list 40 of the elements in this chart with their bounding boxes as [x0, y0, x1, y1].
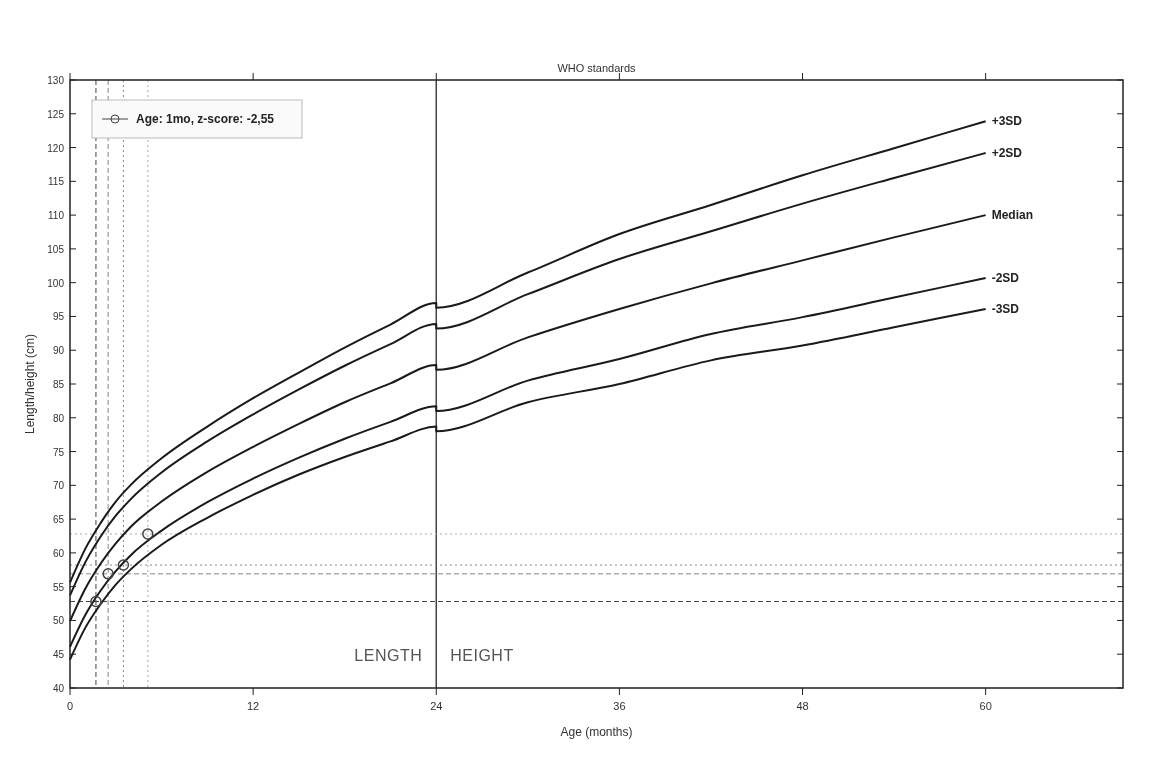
- point: [90, 595, 102, 608]
- y-tick-label: 80: [52, 412, 65, 424]
- y-tick-label: 85: [52, 379, 65, 390]
- y-tick-label: 125: [47, 108, 65, 120]
- y-tick-label: 95: [52, 311, 65, 323]
- x-tick-label: 60: [979, 700, 992, 712]
- y-tick-label: 55: [52, 581, 65, 593]
- series-label: -3SD: [991, 302, 1020, 317]
- y-tick-label: 115: [48, 176, 65, 188]
- series-label: +2SD: [991, 145, 1023, 160]
- annotation: HEIGHT: [450, 646, 514, 664]
- y-tick-label: 130: [47, 75, 65, 86]
- y-tick-label: 45: [52, 649, 65, 661]
- x-tick-label: 36: [613, 700, 626, 712]
- series-label: Median: [991, 208, 1033, 223]
- y-tick-label: 50: [52, 615, 65, 627]
- y-tick-label: 40: [52, 683, 65, 694]
- y-tick-label: 70: [52, 480, 65, 492]
- annotation: LENGTH: [354, 646, 423, 664]
- point: [117, 559, 130, 571]
- y-tick-label: 120: [47, 142, 65, 154]
- legend-label: Age: 1mo, z-score: -2,55: [136, 112, 275, 126]
- y-tick-label: 105: [47, 243, 65, 255]
- x-tick-label: 12: [247, 700, 260, 712]
- series-label: -2SD: [991, 270, 1020, 285]
- x-tick-label: 48: [796, 700, 809, 712]
- chart-title: WHO standards: [557, 62, 637, 74]
- y-tick-label: 90: [52, 345, 65, 357]
- x-tick-label: 24: [430, 700, 443, 712]
- x-axis-title: Age (months): [560, 725, 633, 739]
- y-tick-label: 100: [47, 277, 65, 289]
- y-tick-label: 75: [52, 446, 65, 458]
- point: [102, 568, 114, 580]
- y-axis-title: Length/height (cm): [23, 333, 37, 435]
- y-tick-label: 60: [52, 547, 65, 559]
- x-tick-label: 0: [66, 700, 74, 712]
- point: [142, 528, 154, 540]
- series-label: +3SD: [991, 114, 1023, 129]
- y-tick-label: 110: [48, 210, 65, 222]
- y-tick-label: 65: [52, 514, 65, 526]
